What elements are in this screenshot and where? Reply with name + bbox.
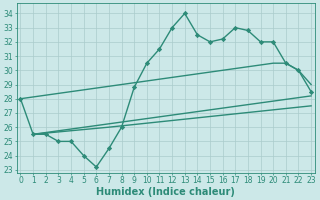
X-axis label: Humidex (Indice chaleur): Humidex (Indice chaleur) [96,187,235,197]
